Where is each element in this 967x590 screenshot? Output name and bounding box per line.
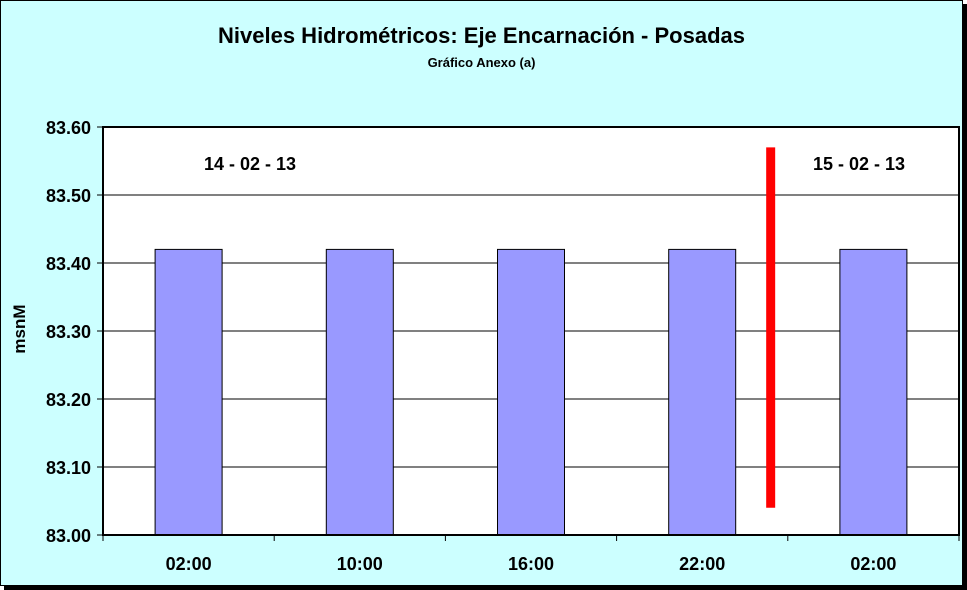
- bar: [325, 248, 394, 536]
- bar: [154, 248, 223, 536]
- y-tick-label: 83.50: [46, 186, 91, 206]
- date-annotation-right: 15 - 02 - 13: [813, 154, 906, 174]
- y-tick-label: 83.00: [46, 526, 91, 546]
- x-tick-label: 16:00: [508, 554, 554, 574]
- x-tick-label: 02:00: [850, 554, 896, 574]
- chart-title: Niveles Hidrométricos: Eje Encarnación -…: [218, 23, 745, 48]
- bar: [497, 248, 565, 536]
- y-tick-label: 83.10: [46, 458, 91, 478]
- y-axis-label: msnM: [10, 304, 29, 354]
- y-tick-label: 83.30: [46, 322, 91, 342]
- date-annotation-left: 14 - 02 - 13: [204, 154, 297, 174]
- x-tick-label: 02:00: [166, 554, 212, 574]
- x-tick-label: 10:00: [337, 554, 383, 574]
- y-tick-label: 83.40: [46, 254, 91, 274]
- chart-subtitle: Gráfico Anexo (a): [427, 55, 536, 70]
- x-tick-label: 22:00: [679, 554, 725, 574]
- y-tick-label: 83.60: [46, 118, 91, 138]
- y-tick-label: 83.20: [46, 390, 91, 410]
- bar: [839, 248, 908, 536]
- plot-border: [102, 126, 960, 536]
- bar: [668, 248, 737, 536]
